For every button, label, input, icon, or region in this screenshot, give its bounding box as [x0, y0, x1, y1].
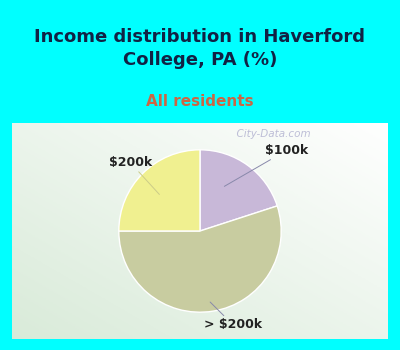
Text: City-Data.com: City-Data.com [230, 129, 311, 139]
Text: > $200k: > $200k [204, 302, 262, 331]
Wedge shape [119, 150, 200, 231]
Text: Income distribution in Haverford
College, PA (%): Income distribution in Haverford College… [34, 28, 366, 69]
Text: $100k: $100k [224, 144, 308, 186]
Text: All residents: All residents [146, 93, 254, 108]
Wedge shape [200, 150, 277, 231]
Text: $200k: $200k [109, 156, 159, 195]
Wedge shape [119, 206, 281, 312]
